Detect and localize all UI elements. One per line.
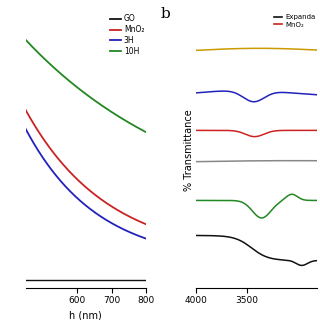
Legend: GO, MnO₂, 3H, 10H: GO, MnO₂, 3H, 10H xyxy=(110,14,144,56)
Legend: Expanda, MnO₂: Expanda, MnO₂ xyxy=(274,14,316,28)
Y-axis label: % Transmittance: % Transmittance xyxy=(184,109,194,191)
Text: b: b xyxy=(160,7,170,21)
X-axis label: h (nm): h (nm) xyxy=(69,310,102,320)
